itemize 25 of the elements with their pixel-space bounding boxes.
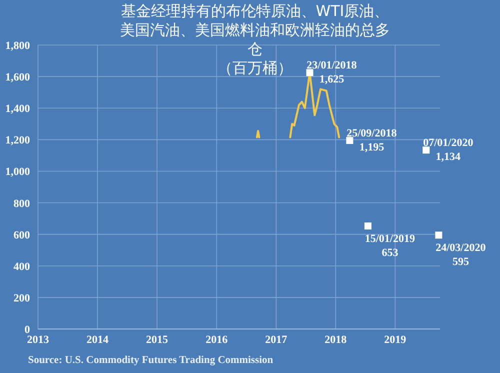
x-tick-label: 2016	[206, 334, 228, 346]
annotation: 23/01/2018 1,625	[306, 60, 358, 86]
x-tick-label: 2015	[146, 334, 168, 346]
annotation: 25/09/2018 1,195	[346, 127, 398, 154]
x-tick-label: 2013	[27, 334, 50, 346]
annotation: 24/03/2020 595	[436, 242, 486, 268]
source-note: Source: U.S. Commodity Futures Trading Commission	[28, 355, 274, 366]
x-tick-label: 2014	[86, 334, 109, 346]
y-tick-label: 800	[14, 198, 30, 210]
chart-title: 基金经理持有的布伦特原油、WTI原油、美国汽油、美国燃料油和欧洲轻油的总多仓	[120, 2, 390, 58]
y-tick-label: 1,000	[5, 166, 30, 178]
y-tick-label: 0	[24, 324, 30, 336]
x-tick-label: 2017	[265, 334, 288, 346]
text: （百万桶）	[218, 59, 292, 77]
x-tick-label: 2019	[384, 334, 407, 346]
y-tick-label: 1,600	[5, 72, 30, 84]
x-tick-label: 2018	[324, 334, 348, 346]
annotation: 15/01/2019 653	[364, 232, 416, 259]
y-tick-label: 1,400	[5, 103, 30, 116]
y-tick-label: 200	[14, 292, 30, 304]
y-tick-label: 400	[14, 260, 30, 273]
annotation: 07/01/2020 1,134	[423, 137, 474, 164]
y-tick-label: 1,800	[5, 40, 30, 52]
y-tick-label: 600	[14, 229, 30, 242]
y-tick-label: 1,200	[5, 134, 30, 147]
